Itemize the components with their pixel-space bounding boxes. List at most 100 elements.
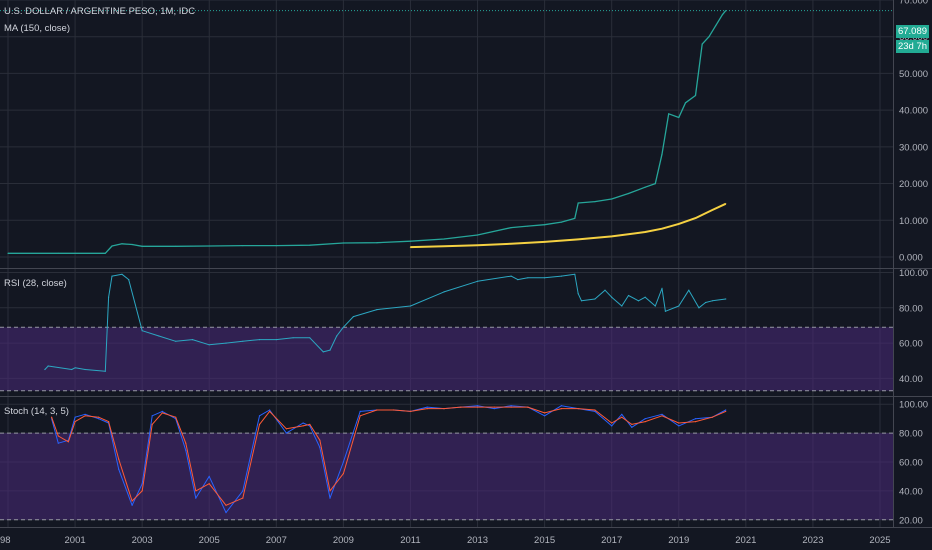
data-point — [322, 351, 324, 353]
data-point — [158, 335, 160, 337]
data-point — [694, 94, 697, 97]
data-point — [426, 408, 428, 410]
data-point — [118, 458, 120, 460]
data-point — [574, 217, 576, 219]
data-point — [319, 439, 321, 441]
data-point — [285, 432, 287, 434]
data-point — [242, 340, 244, 342]
data-point — [510, 405, 512, 407]
y-tick-label: 20.000 — [899, 179, 928, 190]
data-point — [118, 468, 120, 470]
data-point — [544, 277, 546, 279]
data-point — [611, 296, 613, 298]
data-point — [604, 289, 606, 291]
data-point — [611, 425, 613, 427]
data-point — [544, 241, 546, 243]
data-point — [684, 102, 687, 104]
data-point — [74, 421, 76, 423]
data-point — [121, 243, 123, 245]
data-point — [621, 416, 623, 418]
data-point — [175, 340, 177, 342]
data-point — [611, 235, 613, 237]
data-point — [47, 365, 49, 367]
data-point — [309, 244, 311, 246]
data-point — [319, 447, 321, 449]
data-point — [611, 422, 613, 424]
data-point — [611, 198, 613, 200]
data-point — [544, 415, 546, 417]
data-point — [594, 298, 596, 300]
data-point — [242, 245, 244, 247]
data-point — [185, 442, 187, 444]
data-point — [476, 280, 479, 282]
data-point — [560, 405, 563, 407]
rsi-indicator-label[interactable]: RSI (28, close) — [4, 278, 67, 289]
data-point — [661, 413, 663, 415]
data-point — [510, 406, 512, 408]
y-tick-label: 60.00 — [899, 339, 923, 350]
x-tick-label: 2009 — [333, 535, 354, 546]
data-point — [258, 415, 261, 417]
data-point — [544, 412, 546, 414]
data-point — [725, 203, 727, 205]
stoch-indicator-label[interactable]: Stoch (14, 3, 5) — [4, 406, 69, 417]
data-point — [476, 234, 479, 236]
x-tick-label: 2005 — [199, 535, 220, 546]
data-point — [329, 349, 331, 351]
data-point — [195, 497, 197, 499]
data-point — [258, 339, 261, 341]
data-point — [161, 410, 163, 412]
y-tick-label: 20.00 — [899, 515, 923, 526]
data-point — [84, 415, 86, 417]
data-point — [98, 416, 100, 418]
data-point — [577, 293, 579, 295]
data-point — [141, 245, 143, 247]
data-point — [527, 277, 529, 279]
data-point — [225, 342, 227, 344]
ma-indicator-label[interactable]: MA (150, close) — [4, 23, 70, 34]
data-point — [708, 36, 710, 38]
data-point — [302, 422, 304, 424]
y-tick-label: 100.00 — [899, 268, 928, 279]
data-point — [151, 423, 153, 425]
series-line — [51, 406, 726, 506]
data-point — [654, 305, 656, 307]
y-tick-label: 80.00 — [899, 429, 923, 440]
chart-series — [7, 10, 727, 514]
data-point — [57, 435, 59, 437]
data-point — [577, 202, 579, 204]
data-point — [7, 252, 9, 254]
data-point — [721, 14, 724, 16]
data-point — [493, 406, 495, 408]
y-tick-label: 80.00 — [899, 303, 923, 314]
data-point — [104, 370, 106, 372]
data-point — [51, 416, 53, 418]
series-line — [51, 405, 726, 514]
data-point — [98, 418, 100, 420]
data-point — [285, 428, 287, 430]
last-price-badge: 67.089 — [896, 25, 929, 38]
data-point — [711, 300, 713, 302]
band-fill — [0, 433, 893, 520]
data-point — [574, 273, 576, 275]
data-point — [242, 490, 244, 492]
data-point — [175, 245, 177, 247]
data-point — [725, 409, 727, 411]
data-point — [131, 500, 133, 502]
data-point — [185, 449, 187, 451]
data-point — [661, 228, 663, 230]
data-point — [668, 113, 670, 115]
data-point — [544, 224, 546, 226]
data-point — [409, 410, 412, 412]
symbol-title[interactable]: U.S. DOLLAR / ARGENTINE PESO, 1M, IDC — [4, 6, 196, 17]
x-tick-label: 2015 — [534, 535, 555, 546]
data-point — [275, 339, 277, 341]
data-point — [560, 275, 563, 277]
data-point — [309, 337, 311, 339]
data-point — [111, 275, 113, 277]
data-point — [141, 490, 143, 492]
data-point — [527, 406, 529, 408]
data-point — [342, 326, 344, 328]
